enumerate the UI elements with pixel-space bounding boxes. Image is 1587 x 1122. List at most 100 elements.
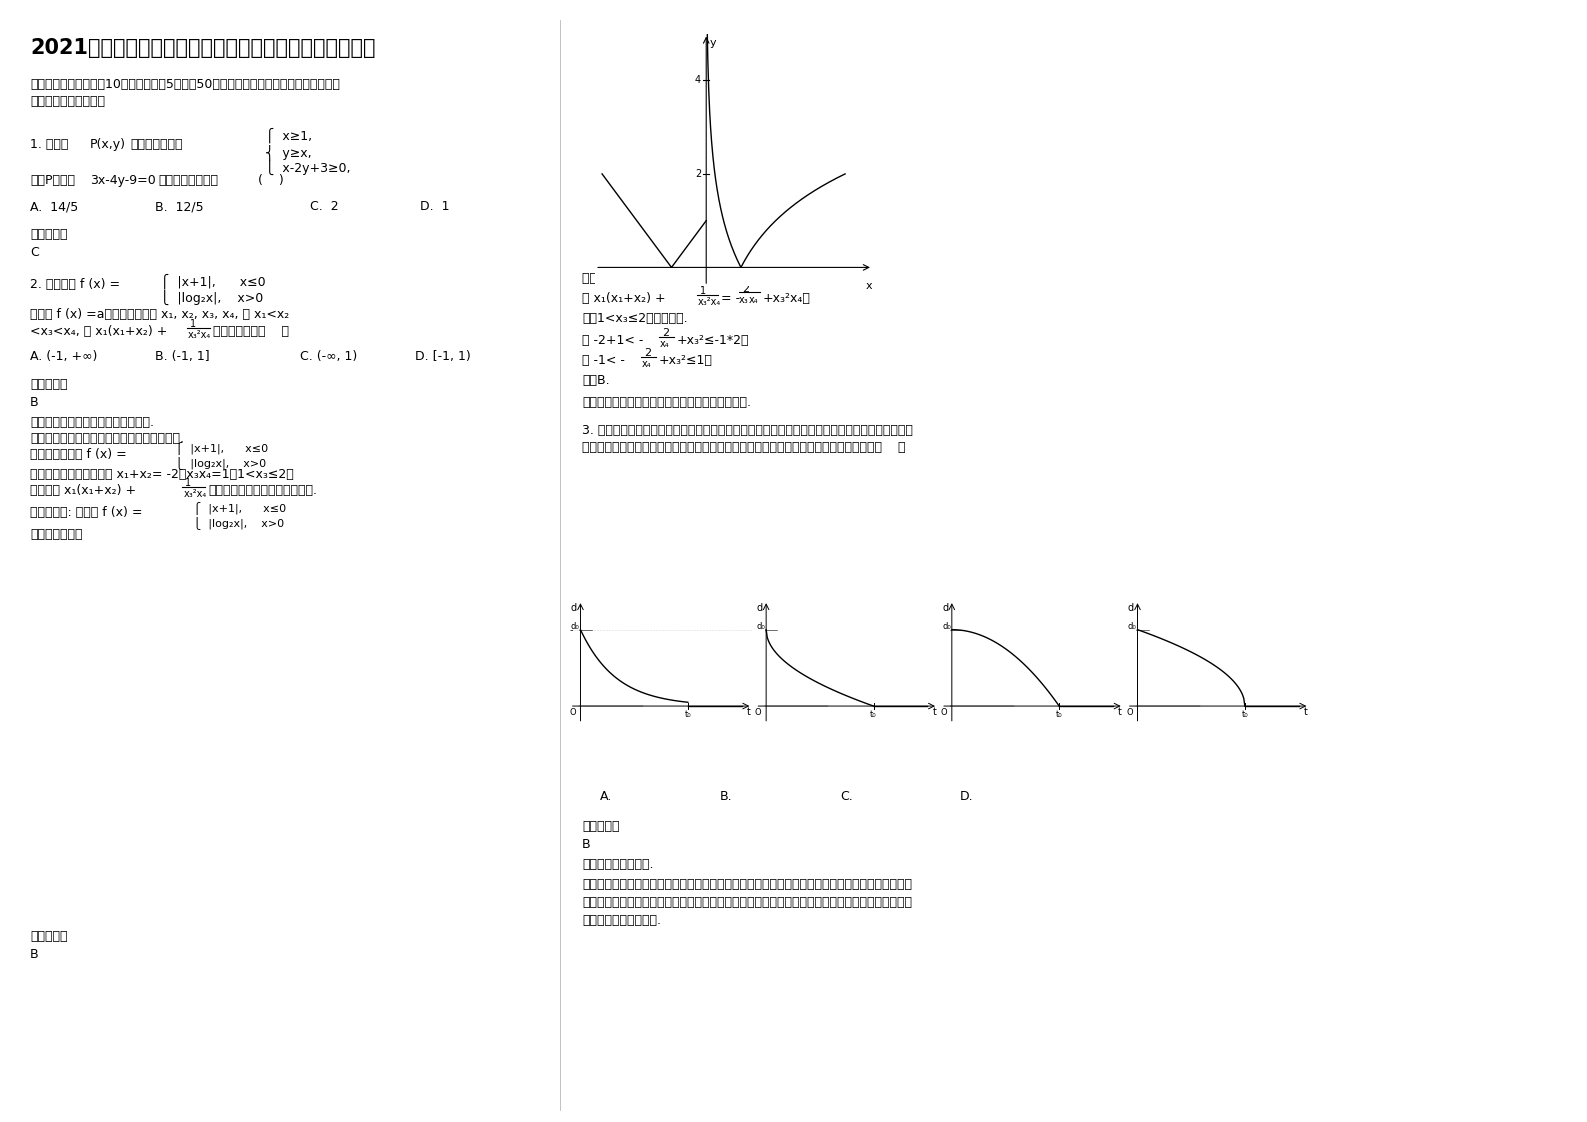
Text: 即 -1< -: 即 -1< - — [582, 355, 625, 367]
Text: 段时间后，由于怕迟到，余下的路程就跑步，即可获得随时间的推移离学校距离大小的变化快慢，从: 段时间后，由于怕迟到，余下的路程就跑步，即可获得随时间的推移离学校距离大小的变化… — [582, 896, 913, 909]
Text: 【解答】解: 作函数 f (x) =: 【解答】解: 作函数 f (x) = — [30, 506, 143, 519]
Text: 【分析】作函数 f (x) =: 【分析】作函数 f (x) = — [30, 448, 127, 461]
Text: 2: 2 — [743, 284, 749, 294]
Text: 4: 4 — [695, 75, 701, 85]
Text: 2: 2 — [644, 348, 651, 358]
Text: 3x-4y-9=0: 3x-4y-9=0 — [90, 174, 156, 187]
Text: x₄: x₄ — [749, 295, 759, 305]
Text: x₄: x₄ — [643, 359, 652, 369]
Text: 而即可获得问题的答案.: 而即可获得问题的答案. — [582, 914, 662, 927]
Text: A.: A. — [600, 790, 613, 803]
Text: t: t — [747, 707, 751, 717]
Text: 3. 某学生离家去学校，由于怕迟到，所以一开始就跑步，等跑累了再走余下的路程。在图中纵轴表: 3. 某学生离家去学校，由于怕迟到，所以一开始就跑步，等跑累了再走余下的路程。在… — [582, 424, 913, 436]
Text: D. [-1, 1): D. [-1, 1) — [414, 350, 471, 364]
Text: 的距离的最小值为: 的距离的最小值为 — [159, 174, 217, 187]
Text: D.: D. — [960, 790, 974, 803]
Text: 【考点】函数的零点与方程根的关系.: 【考点】函数的零点与方程根的关系. — [30, 416, 154, 429]
Text: ⎩  x-2y+3≥0,: ⎩ x-2y+3≥0, — [265, 160, 351, 175]
Text: x₄: x₄ — [660, 339, 670, 349]
Text: ，利用函数的单调性求取值范围.: ，利用函数的单调性求取值范围. — [208, 484, 317, 497]
Text: t₀: t₀ — [1055, 709, 1062, 718]
Text: ⎨  y≥x,: ⎨ y≥x, — [265, 144, 311, 159]
Text: d: d — [1128, 604, 1135, 614]
Text: t₀: t₀ — [684, 709, 690, 718]
Text: 2021年四川省广安市大佛中学高一数学文联考试卷含解析: 2021年四川省广安市大佛中学高一数学文联考试卷含解析 — [30, 38, 376, 58]
Text: 1. 已知点: 1. 已知点 — [30, 138, 68, 151]
Text: 的取值范围是（    ）: 的取值范围是（ ） — [213, 325, 289, 338]
Text: x₃²x₄: x₃²x₄ — [698, 297, 720, 307]
Text: 从而化简 x₁(x₁+x₂) +: 从而化简 x₁(x₁+x₂) + — [30, 484, 136, 497]
Text: O: O — [941, 708, 947, 717]
Text: +x₃²≤1；: +x₃²≤1； — [659, 355, 713, 367]
Text: t: t — [1305, 707, 1308, 717]
Text: 故 x₁(x₁+x₂) +: 故 x₁(x₁+x₂) + — [582, 292, 665, 305]
Text: 【考点】函数的图象.: 【考点】函数的图象. — [582, 858, 654, 871]
Text: B.  12/5: B. 12/5 — [156, 200, 203, 213]
Text: d: d — [943, 604, 949, 614]
Text: 由图可知，x₁+x₂= -2，x₃x₄=1；1<x₃≤2；: 由图可知，x₁+x₂= -2，x₃x₄=1；1<x₃≤2； — [582, 272, 797, 285]
Text: ⎧  |x+1|,      x≤0: ⎧ |x+1|, x≤0 — [194, 502, 286, 515]
Text: C. (-∞, 1): C. (-∞, 1) — [300, 350, 357, 364]
Text: 的坐标满足条件: 的坐标满足条件 — [130, 138, 183, 151]
Text: 1: 1 — [190, 319, 197, 329]
Text: y: y — [709, 38, 716, 48]
Text: d: d — [571, 604, 578, 614]
Text: ⎧  |x+1|,      x≤0: ⎧ |x+1|, x≤0 — [160, 274, 265, 289]
Text: d₀: d₀ — [943, 623, 951, 632]
Text: d₀: d₀ — [757, 623, 765, 632]
Text: D.  1: D. 1 — [421, 200, 449, 213]
Text: 1: 1 — [186, 478, 190, 488]
Text: +x₃²x₄，: +x₃²x₄， — [763, 292, 811, 305]
Text: O: O — [1127, 708, 1133, 717]
Text: d₀: d₀ — [571, 623, 579, 632]
Text: A.  14/5: A. 14/5 — [30, 200, 78, 213]
Text: B. (-1, 1]: B. (-1, 1] — [156, 350, 209, 364]
Text: 参考答案：: 参考答案： — [30, 378, 68, 390]
Text: 若方程 f (x) =a有四个不同的解 x₁, x₂, x₃, x₄, 且 x₁<x₂: 若方程 f (x) =a有四个不同的解 x₁, x₂, x₃, x₄, 且 x₁… — [30, 309, 289, 321]
Text: 参考答案：: 参考答案： — [30, 930, 68, 942]
Text: (    ): ( ) — [259, 174, 284, 187]
Text: ，的图象如下，: ，的图象如下， — [30, 528, 83, 541]
Text: 【点评】本题考查了分段函数的应用，属于中档题.: 【点评】本题考查了分段函数的应用，属于中档题. — [582, 396, 751, 410]
Text: O: O — [755, 708, 762, 717]
Text: O: O — [570, 708, 576, 717]
Text: 的图象如下，由图象可得 x₁+x₂= -2，x₃x₄=1；1<x₃≤2；: 的图象如下，由图象可得 x₁+x₂= -2，x₃x₄=1；1<x₃≤2； — [30, 468, 294, 481]
Text: C.: C. — [840, 790, 852, 803]
Text: ⎩  |log₂x|,    x>0: ⎩ |log₂x|, x>0 — [175, 456, 267, 469]
Text: 参考答案：: 参考答案： — [582, 820, 619, 833]
Text: ⎩  |log₂x|,    x>0: ⎩ |log₂x|, x>0 — [160, 289, 263, 305]
Text: 1: 1 — [700, 286, 706, 296]
Text: 故选B.: 故选B. — [582, 374, 609, 387]
Text: ⎧  x≥1,: ⎧ x≥1, — [265, 128, 313, 144]
Text: C: C — [30, 246, 38, 259]
Text: B: B — [30, 948, 38, 962]
Text: B: B — [30, 396, 38, 410]
Text: x₃²x₄: x₃²x₄ — [187, 330, 211, 340]
Text: 【分析】本题考查的是分段函数的图象判断问题。在解答时应充分体会实际背景的含义，根据走了一: 【分析】本题考查的是分段函数的图象判断问题。在解答时应充分体会实际背景的含义，根… — [582, 879, 913, 891]
Text: t₀: t₀ — [870, 709, 876, 718]
Text: 其在1<x₃≤2上是增函数.: 其在1<x₃≤2上是增函数. — [582, 312, 687, 325]
Text: t: t — [933, 707, 936, 717]
Text: B.: B. — [720, 790, 733, 803]
Text: 【专题】计算题；作图题；函数的性质及应用.: 【专题】计算题；作图题；函数的性质及应用. — [30, 432, 184, 445]
Text: 2: 2 — [662, 328, 670, 338]
Text: 2. 已知函数 f (x) =: 2. 已知函数 f (x) = — [30, 278, 121, 291]
Text: x: x — [867, 282, 873, 292]
Text: B: B — [582, 838, 590, 850]
Text: 示离学校的距离，横轴表示出发后的时间，则下图中的四个图形中较符合该学生走法的是（    ）: 示离学校的距离，横轴表示出发后的时间，则下图中的四个图形中较符合该学生走法的是（… — [582, 441, 906, 454]
Text: 参考答案：: 参考答案： — [30, 228, 68, 241]
Text: C.  2: C. 2 — [309, 200, 338, 213]
Text: ⎧  |x+1|,      x≤0: ⎧ |x+1|, x≤0 — [175, 442, 268, 456]
Text: +x₃²≤-1*2；: +x₃²≤-1*2； — [678, 334, 749, 347]
Text: P(x,y): P(x,y) — [90, 138, 125, 151]
Text: t₀: t₀ — [1241, 709, 1247, 718]
Text: = -: = - — [720, 292, 740, 305]
Text: 则点P到直线: 则点P到直线 — [30, 174, 75, 187]
Text: x₃: x₃ — [740, 295, 749, 305]
Text: t: t — [1119, 707, 1122, 717]
Text: ⎩  |log₂x|,    x>0: ⎩ |log₂x|, x>0 — [194, 516, 284, 528]
Text: d₀: d₀ — [1128, 623, 1136, 632]
Text: A. (-1, +∞): A. (-1, +∞) — [30, 350, 97, 364]
Text: x₃²x₄: x₃²x₄ — [184, 489, 208, 499]
Text: <x₃<x₄, 则 x₁(x₁+x₂) +: <x₃<x₄, 则 x₁(x₁+x₂) + — [30, 325, 167, 338]
